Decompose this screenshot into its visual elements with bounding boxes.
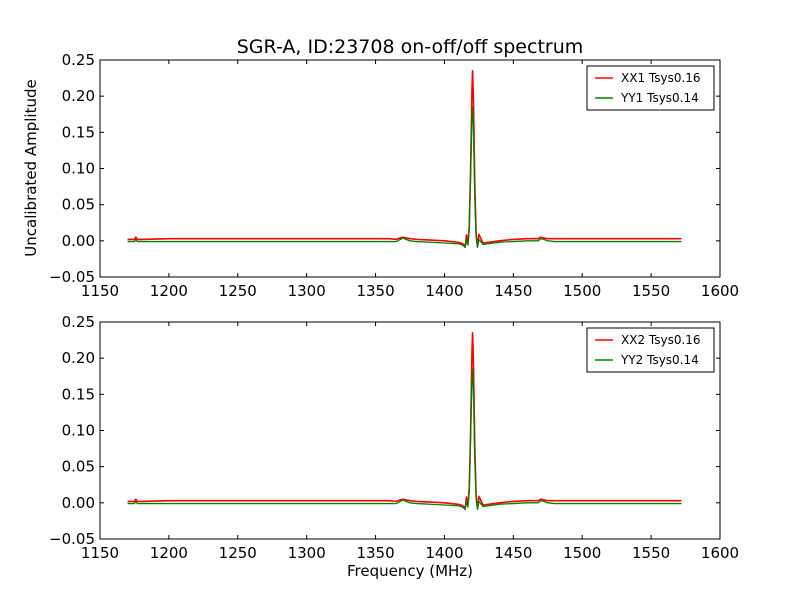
y-tick-label: 0.10	[62, 160, 95, 178]
series-line-xx	[127, 332, 682, 511]
y-tick-label: 0.20	[62, 349, 95, 367]
y-tick-label: 0.20	[62, 87, 95, 105]
x-tick-label: 1150	[81, 282, 119, 300]
legend-entry: XX2 Tsys0.16	[621, 333, 701, 347]
x-tick-label: 1550	[632, 544, 670, 562]
panel-1: 1150 1200 1250 1300 1350 1400 1450 1500 1550 1600…	[49, 51, 739, 300]
x-tick-label: 1200	[150, 282, 188, 300]
y-tick-label: −0.05	[49, 530, 95, 548]
x-tick-label: 1300	[288, 282, 326, 300]
legend-entry: YY1 Tsys0.14	[620, 91, 699, 105]
x-tick-label: 1500	[563, 544, 601, 562]
x-tick-label: 1250	[219, 544, 257, 562]
x-tick-label: 1550	[632, 282, 670, 300]
y-tick-label: −0.05	[49, 268, 95, 286]
x-tick-label: 1500	[563, 282, 601, 300]
y-tick-label: 0.05	[62, 458, 95, 476]
x-tick-label: 1350	[356, 282, 394, 300]
y-tick-label: 0.00	[62, 232, 95, 250]
series-group	[127, 332, 682, 511]
x-tick-label: 1150	[81, 544, 119, 562]
y-tick-label: 0.25	[62, 51, 95, 69]
y-tick-label: 0.15	[62, 385, 95, 403]
legend-entry: XX1 Tsys0.16	[621, 71, 701, 85]
chart-title: SGR-A, ID:23708 on-off/off spectrum	[237, 36, 584, 58]
x-axis-label: Frequency (MHz)	[347, 562, 473, 580]
x-tick-label: 1600	[701, 282, 739, 300]
x-tick-label: 1350	[356, 544, 394, 562]
y-tick-label: 0.00	[62, 494, 95, 512]
x-tick-label: 1300	[288, 544, 326, 562]
x-tick-label: 1450	[494, 282, 532, 300]
y-tick-label: 0.15	[62, 123, 95, 141]
series-line-yy	[127, 368, 682, 510]
x-tick-label: 1250	[219, 282, 257, 300]
legend-entry: YY2 Tsys0.14	[620, 353, 699, 367]
y-tick-label: 0.25	[62, 313, 95, 331]
y-tick-label: 0.05	[62, 196, 95, 214]
panels: 1150 1200 1250 1300 1350 1400 1450 1500 1550 1600…	[49, 51, 739, 562]
legend: XX2 Tsys0.16 YY2 Tsys0.14	[586, 327, 715, 373]
legend: XX1 Tsys0.16 YY1 Tsys0.14	[586, 65, 715, 111]
panel-2: 1150 1200 1250 1300 1350 1400 1450 1500 1550 1600…	[49, 313, 739, 562]
series-line-yy	[127, 106, 682, 248]
x-tick-label: 1400	[425, 282, 463, 300]
x-tick-label: 1450	[494, 544, 532, 562]
x-tick-label: 1600	[701, 544, 739, 562]
x-tick-label: 1400	[425, 544, 463, 562]
legend-box	[586, 65, 715, 111]
y-tick-label: 0.10	[62, 422, 95, 440]
x-tick-label: 1200	[150, 544, 188, 562]
series-line-xx	[127, 70, 682, 249]
legend-box	[586, 327, 715, 373]
y-axis-label: Uncalibrated Amplitude	[22, 79, 40, 256]
series-group	[127, 70, 682, 249]
